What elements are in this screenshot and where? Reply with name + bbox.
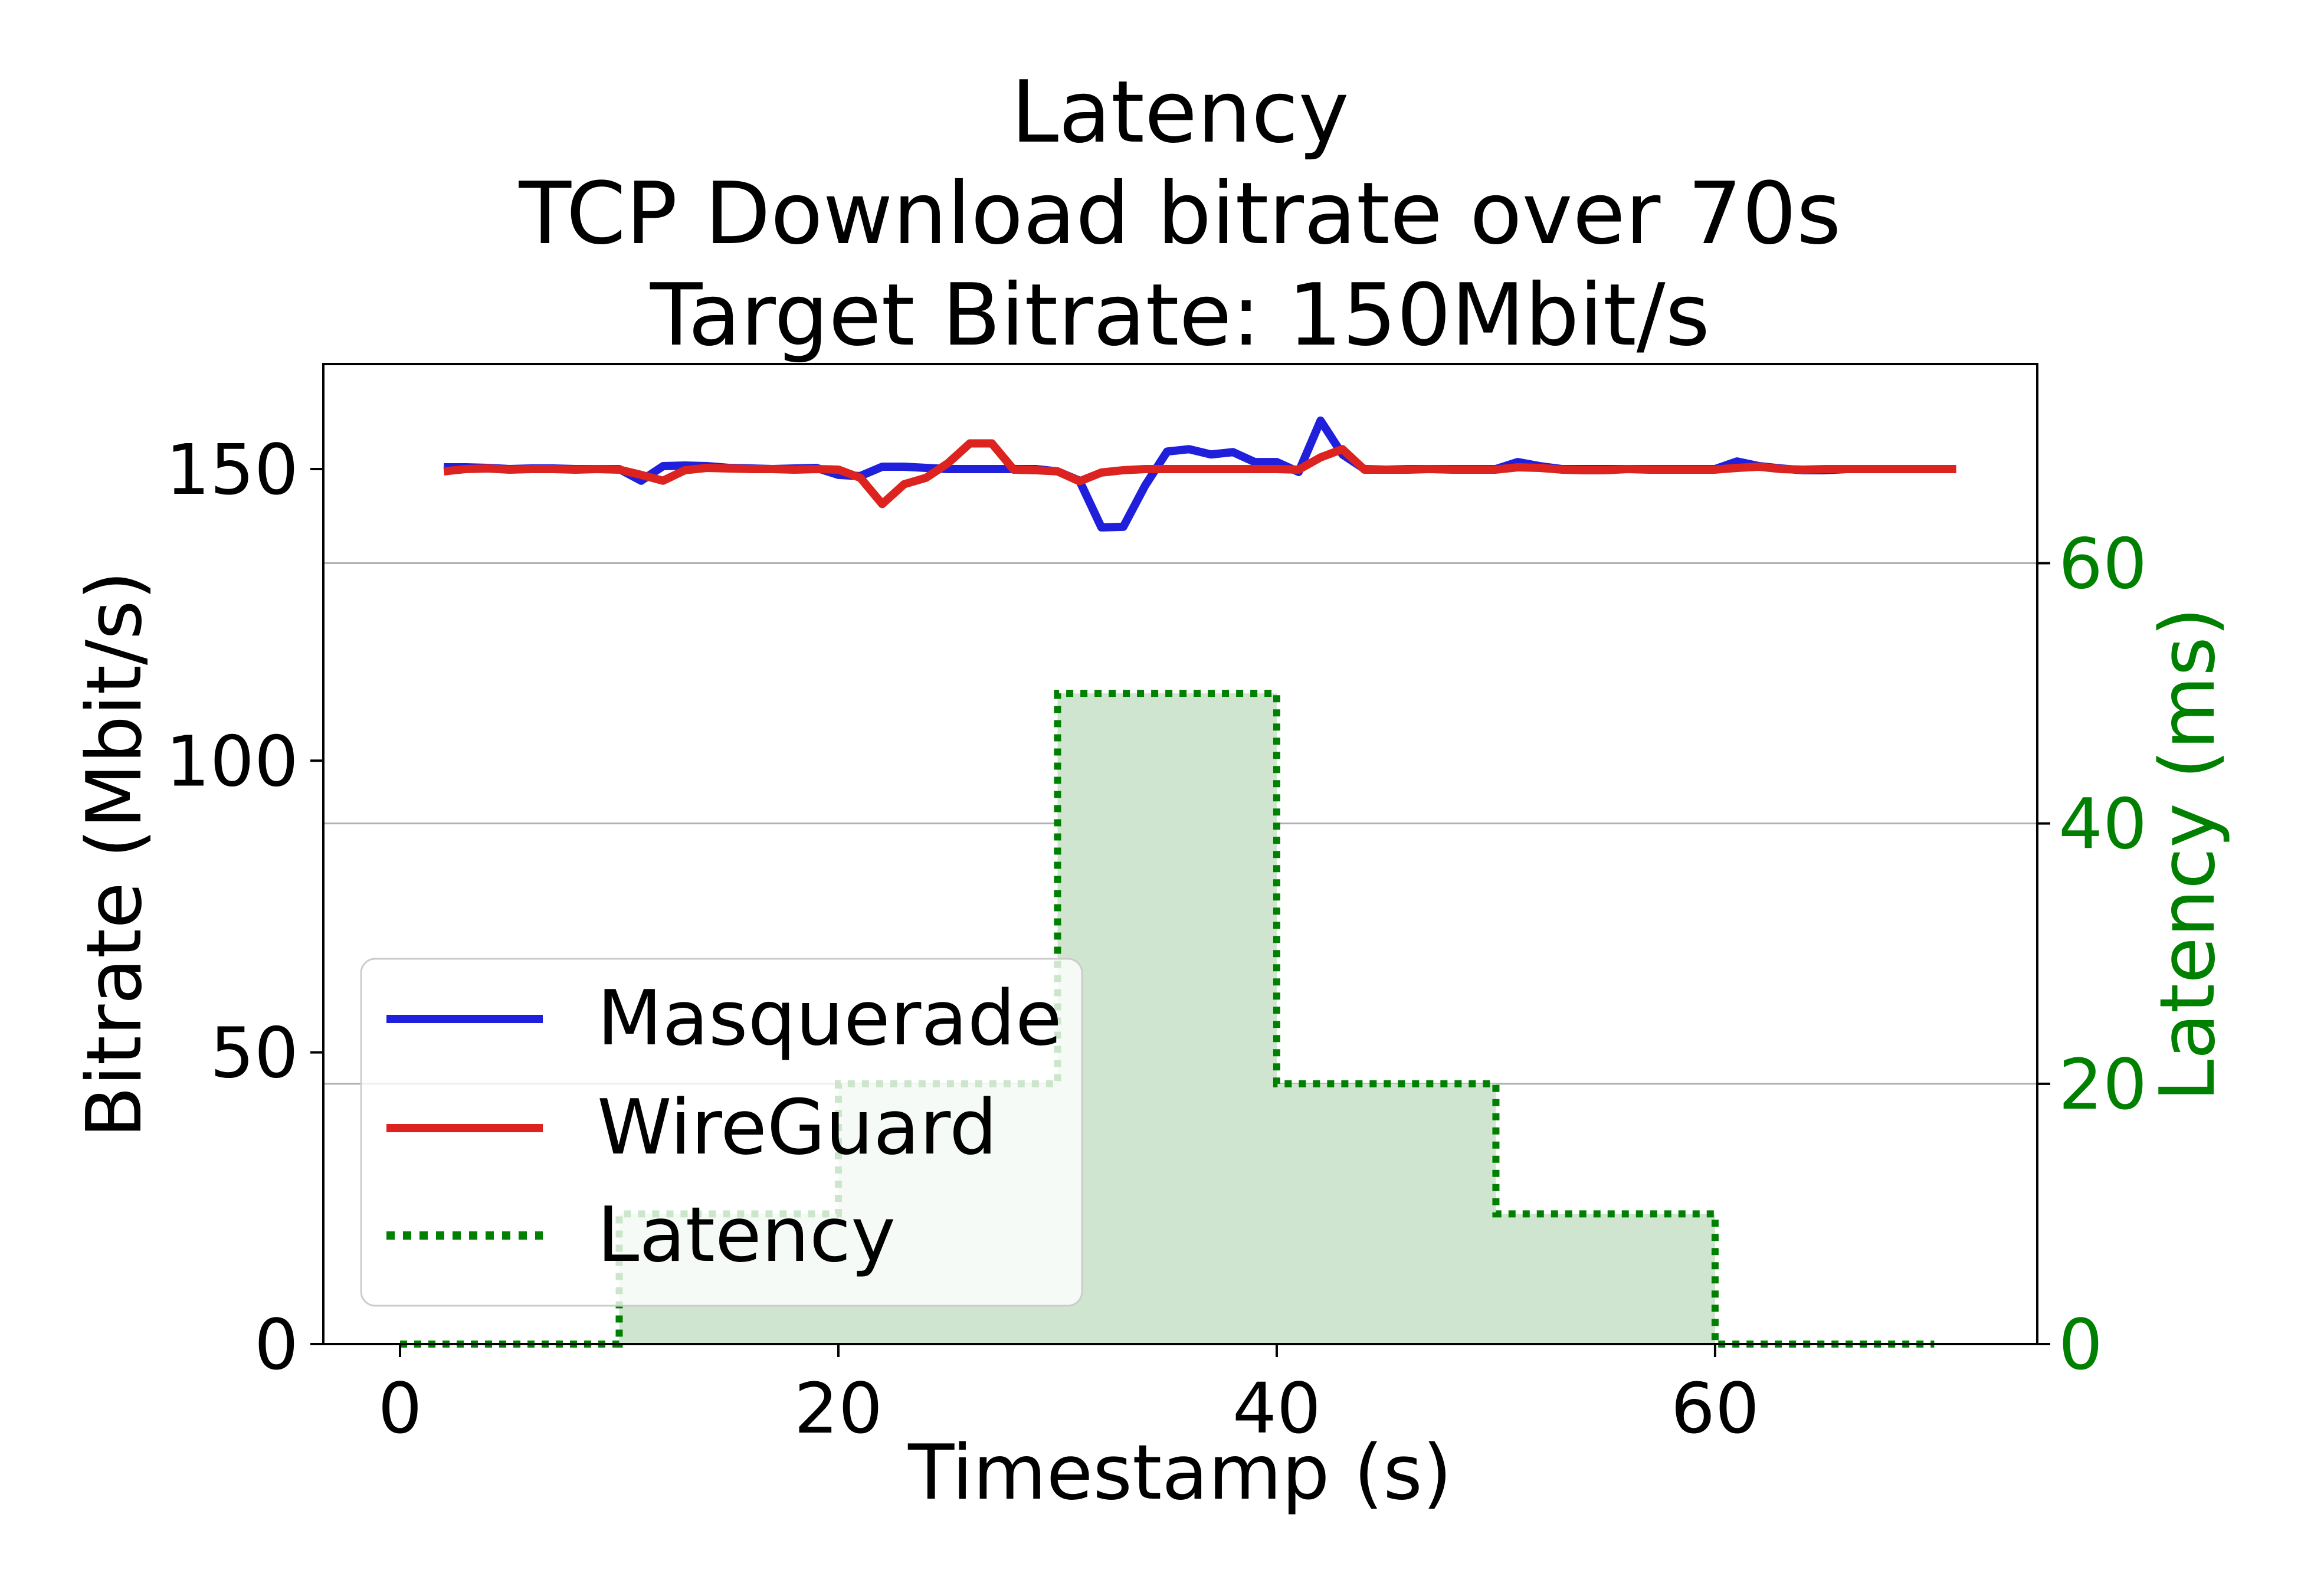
- y2-tick-label-20: 20: [2059, 1044, 2147, 1125]
- plot-frame: [322, 363, 2038, 1345]
- legend-box: [360, 958, 1083, 1307]
- legend: Masquerade WireGuard Latency: [360, 958, 1083, 1307]
- latency-fill-area: [400, 693, 1935, 1344]
- title-line-2: TCP Download bitrate over 70s: [519, 164, 1841, 264]
- y-tick-label-150: 150: [166, 429, 299, 510]
- y-tick-label-0: 0: [254, 1304, 299, 1385]
- x-axis: 0 20 40 60: [378, 1344, 1759, 1449]
- legend-label-wireguard: WireGuard: [597, 1084, 997, 1172]
- title-line-3: Target Bitrate: 150Mbit/s: [650, 266, 1710, 365]
- y2-axis-label: Latency (ms): [2144, 607, 2232, 1102]
- y2-tick-label-0: 0: [2059, 1304, 2103, 1385]
- legend-label-latency: Latency: [597, 1191, 896, 1279]
- chart-title: Latency TCP Download bitrate over 70s Ta…: [519, 63, 1841, 365]
- y2-tick-label-60: 60: [2059, 523, 2147, 604]
- x-tick-label-40: 40: [1233, 1368, 1321, 1449]
- legend-label-masquerade: Masquerade: [597, 975, 1062, 1063]
- y-tick-label-100: 100: [166, 720, 299, 802]
- latency-area-fill: [400, 693, 1935, 1344]
- y-tick-label-50: 50: [210, 1012, 299, 1094]
- x-tick-label-20: 20: [794, 1368, 883, 1449]
- y-axis-right: 0 20 40 60: [2037, 523, 2147, 1385]
- y-axis-left: 0 50 100 150: [166, 429, 323, 1385]
- title-line-1: Latency: [1011, 63, 1349, 162]
- y-axis-label: Bitrate (Mbit/s): [71, 571, 159, 1138]
- y2-tick-label-40: 40: [2059, 784, 2147, 865]
- series-line-wireguard: [443, 439, 1956, 509]
- x-tick-label-60: 60: [1671, 1368, 1759, 1449]
- x-tick-label-0: 0: [378, 1368, 422, 1449]
- x-axis-label: Timestamp (s): [907, 1429, 1452, 1517]
